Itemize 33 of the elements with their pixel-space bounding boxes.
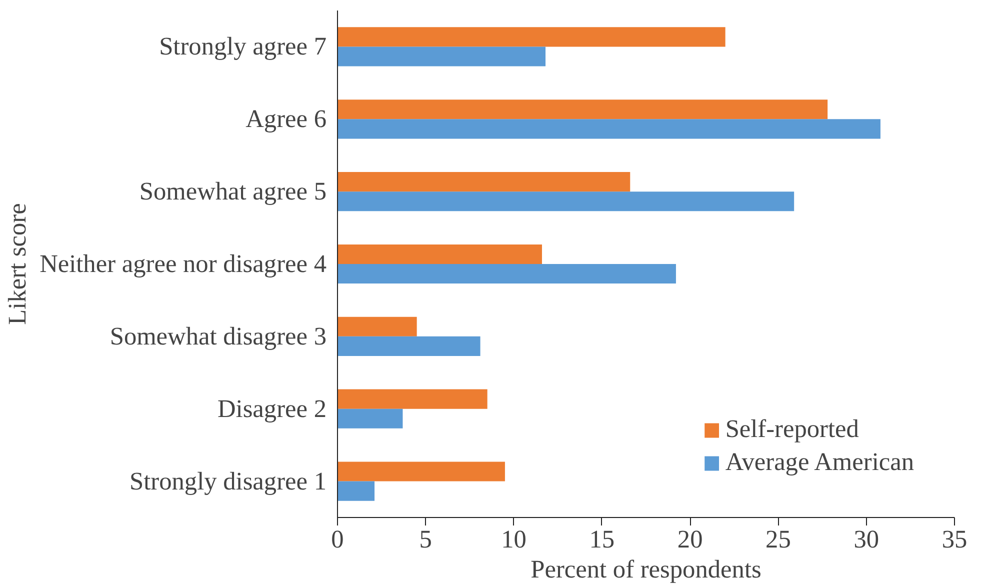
bar <box>338 192 794 212</box>
bar <box>338 462 505 482</box>
y-tick-label: Strongly agree 7 <box>159 32 327 61</box>
bar <box>338 244 542 264</box>
x-tick-label: 30 <box>854 526 880 554</box>
x-tick-label: 25 <box>766 526 791 554</box>
legend-label: Self-reported <box>725 415 859 444</box>
legend-label: Average American <box>725 448 914 477</box>
bar <box>338 316 417 336</box>
y-tick-label: Neither agree nor disagree 4 <box>40 250 327 278</box>
x-axis-title: Percent of respondents <box>530 556 762 584</box>
y-axis-title: Likert score <box>4 203 32 325</box>
bar <box>338 119 880 139</box>
x-tick-label: 35 <box>942 526 968 554</box>
bar <box>338 27 726 47</box>
bar <box>338 336 480 356</box>
bar <box>338 481 375 501</box>
bar <box>338 264 676 284</box>
y-tick-label: Strongly disagree 1 <box>130 467 327 496</box>
x-tick-label: 20 <box>677 526 703 554</box>
bar <box>338 408 403 428</box>
y-tick-label: Somewhat agree 5 <box>139 178 327 206</box>
x-tick-label: 5 <box>419 526 432 554</box>
y-tick-label: Agree 6 <box>246 105 327 134</box>
bar <box>338 100 828 120</box>
x-tick-label: 15 <box>589 526 615 554</box>
x-tick-label: 0 <box>331 526 344 554</box>
x-tick-label: 10 <box>501 526 526 554</box>
bar <box>338 46 546 66</box>
y-tick-label: Disagree 2 <box>217 394 327 423</box>
bar <box>338 172 630 192</box>
bar <box>338 389 488 409</box>
y-tick-label: Somewhat disagree 3 <box>110 322 327 350</box>
